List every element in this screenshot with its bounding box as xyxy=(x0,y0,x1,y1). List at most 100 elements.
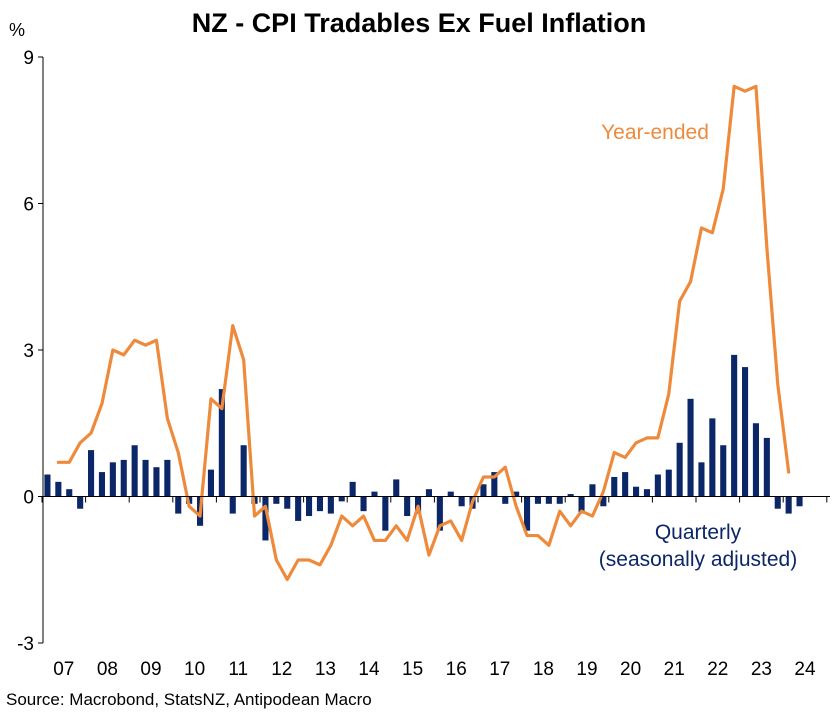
x-tick-label: 09 xyxy=(140,659,161,680)
quarterly-bar xyxy=(785,496,792,514)
quarterly-bar xyxy=(687,398,694,497)
x-tick-label: 12 xyxy=(271,659,292,680)
quarterly-bar xyxy=(273,496,280,504)
axes: -3 0 3 6 9 07 08 09 10 11 12 13 14 15 16 17 18 19 20 21 22 23… xyxy=(17,48,830,680)
x-tick-label: 19 xyxy=(576,659,597,680)
quarterly-bar xyxy=(633,486,640,497)
x-tick-label: 16 xyxy=(446,659,467,680)
quarterly-bar xyxy=(295,496,302,521)
x-tick-label: 18 xyxy=(533,659,554,680)
quarterly-bar xyxy=(567,494,574,497)
quarterly-bar xyxy=(371,491,378,497)
quarterly-bar xyxy=(229,496,236,514)
quarterly-bar xyxy=(109,462,116,497)
quarterly-bar xyxy=(524,496,531,531)
chart-plot-area: -3 0 3 6 9 07 08 09 10 11 12 13 14 15 16 17 18 19 20 21 22 23… xyxy=(17,48,830,680)
quarterly-bar xyxy=(436,496,443,531)
quarterly-bar xyxy=(262,496,269,541)
x-tick-label: 22 xyxy=(707,659,728,680)
quarterly-bar xyxy=(556,496,563,504)
quarterly-bar xyxy=(480,484,487,497)
quarterly-bar xyxy=(611,476,618,497)
quarterly-bars xyxy=(44,354,803,541)
quarterly-bar xyxy=(796,496,803,507)
quarterly-bar xyxy=(131,445,138,497)
quarterly-bar xyxy=(731,354,738,497)
x-tick-label: 24 xyxy=(794,659,816,680)
x-tick-label: 14 xyxy=(358,659,380,680)
source-note: Source: Macrobond, StatsNZ, Antipodean M… xyxy=(6,690,372,709)
y-tick-label: 6 xyxy=(23,195,34,216)
chart-title: NZ - CPI Tradables Ex Fuel Inflation xyxy=(191,8,647,38)
quarterly-bar xyxy=(360,496,367,512)
quarterly-series-label: (seasonally adjusted) xyxy=(599,548,797,571)
quarterly-bar xyxy=(98,472,105,497)
quarterly-bar xyxy=(578,496,585,514)
quarterly-bar xyxy=(491,472,498,497)
x-tick-label: 17 xyxy=(489,659,510,680)
quarterly-bar xyxy=(502,496,509,504)
quarterly-bar xyxy=(142,459,149,497)
x-tick-label: 10 xyxy=(184,659,205,680)
quarterly-series-label: Quarterly xyxy=(655,521,742,544)
quarterly-bar xyxy=(349,481,356,497)
quarterly-bar xyxy=(164,459,171,497)
quarterly-bar xyxy=(382,496,389,531)
quarterly-bar xyxy=(654,474,661,497)
quarterly-bar xyxy=(316,496,323,512)
quarterly-bar xyxy=(240,445,247,497)
quarterly-bar xyxy=(393,479,400,497)
quarterly-bar xyxy=(752,423,759,497)
quarterly-bar xyxy=(218,389,225,497)
x-tick-label: 13 xyxy=(315,659,336,680)
year-ended-line-group xyxy=(56,84,791,582)
quarterly-bar xyxy=(458,496,465,507)
quarterly-bar xyxy=(153,467,160,497)
quarterly-bar xyxy=(284,496,291,509)
x-tick-label: 21 xyxy=(664,659,685,680)
x-tick-label: 20 xyxy=(620,659,641,680)
quarterly-bar xyxy=(77,496,84,509)
year-ended-series-label: Year-ended xyxy=(601,121,709,144)
quarterly-bar xyxy=(742,367,749,497)
quarterly-bar xyxy=(600,496,607,507)
quarterly-bar xyxy=(676,442,683,497)
quarterly-bar xyxy=(338,496,345,502)
y-axis-unit-label: % xyxy=(9,20,26,40)
y-tick-label: 3 xyxy=(23,341,34,362)
quarterly-bar xyxy=(698,462,705,497)
quarterly-bar xyxy=(589,484,596,497)
quarterly-bar xyxy=(774,496,781,509)
series-labels: Year-ended Quarterly (seasonally adjusted) xyxy=(599,121,797,571)
x-tick-label: 15 xyxy=(402,659,423,680)
x-tick-label: 23 xyxy=(751,659,772,680)
quarterly-bar xyxy=(622,472,629,497)
quarterly-bar xyxy=(327,496,334,514)
quarterly-bar xyxy=(207,469,214,497)
x-tick-label: 07 xyxy=(53,659,74,680)
quarterly-bar xyxy=(55,481,62,497)
quarterly-bar xyxy=(66,489,73,497)
quarterly-bar xyxy=(120,459,127,497)
quarterly-bar xyxy=(88,450,95,497)
quarterly-bar xyxy=(534,496,541,504)
quarterly-bar xyxy=(425,489,432,497)
quarterly-bar xyxy=(404,496,411,517)
y-tick-label: 0 xyxy=(23,488,34,509)
quarterly-bar xyxy=(44,474,51,497)
quarterly-bar xyxy=(763,437,770,497)
x-tick-label: 11 xyxy=(228,659,248,680)
quarterly-bar xyxy=(175,496,182,514)
quarterly-bar xyxy=(665,469,672,497)
y-tick-label: 9 xyxy=(23,48,34,69)
quarterly-bar xyxy=(709,418,716,497)
quarterly-bar xyxy=(447,491,454,497)
quarterly-bar xyxy=(306,496,313,517)
quarterly-bar xyxy=(513,491,520,497)
year-ended-line xyxy=(56,84,791,582)
quarterly-bar xyxy=(643,489,650,497)
x-tick-label: 08 xyxy=(97,659,118,680)
quarterly-bar xyxy=(720,445,727,497)
quarterly-bar xyxy=(545,496,552,504)
y-tick-label: -3 xyxy=(17,634,34,655)
